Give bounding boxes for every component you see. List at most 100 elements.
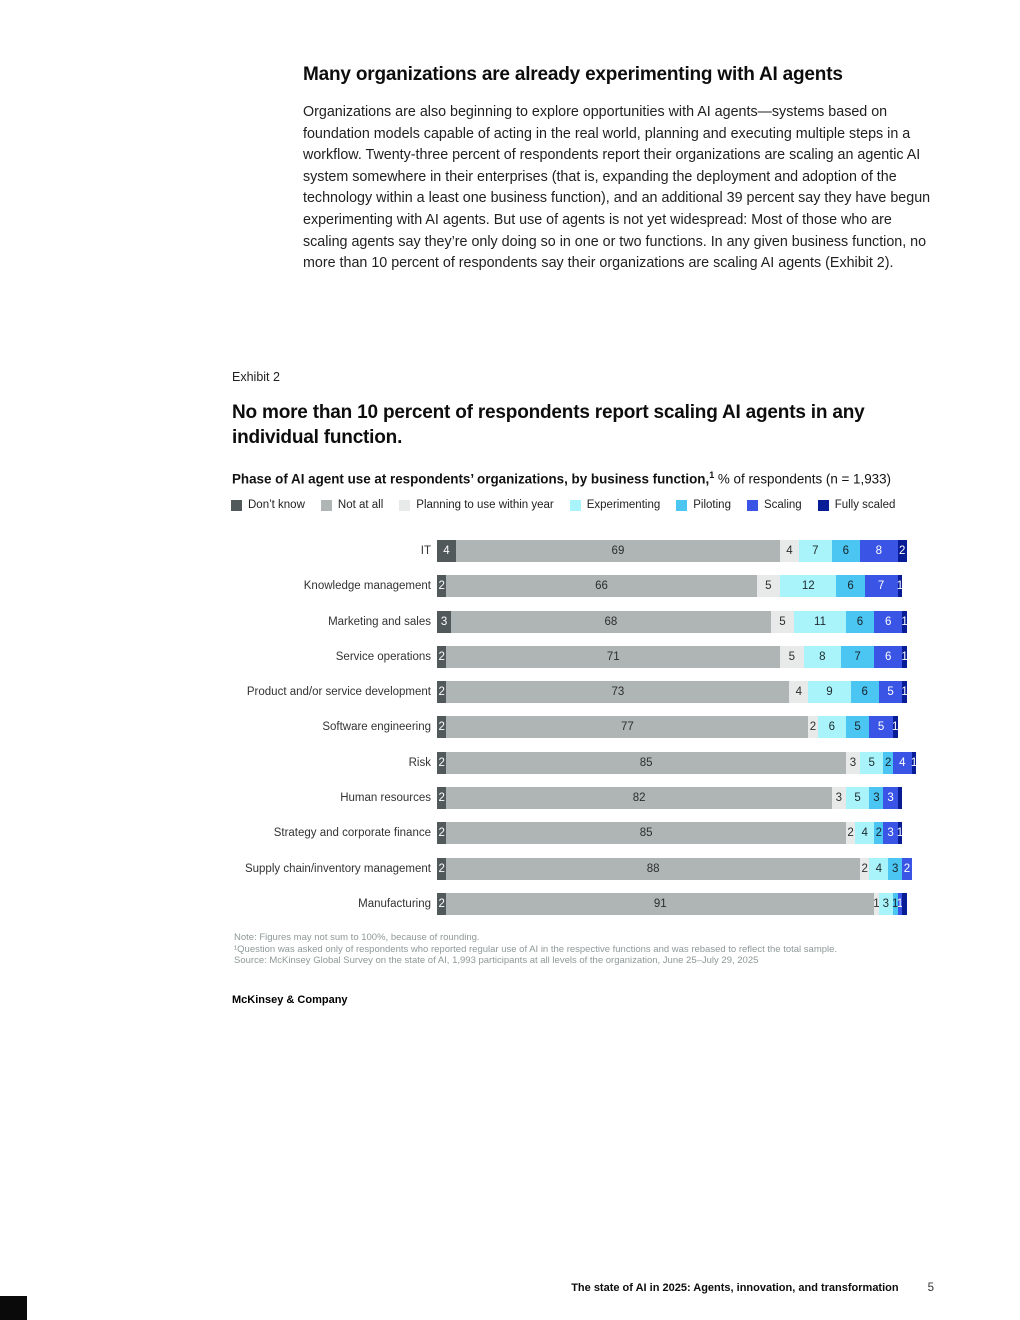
bar-segment-value: 2 <box>884 756 892 769</box>
bar-segment-value: 7 <box>877 580 885 593</box>
bar-segment-piloting: 1 <box>892 892 898 915</box>
bar-segment-piloting: 3 <box>888 857 903 880</box>
legend-label: Don’t know <box>248 499 305 511</box>
bar-segment-fully-scaled <box>897 787 903 810</box>
bar-segment-not-at-all: 71 <box>446 645 781 668</box>
bar-segment-scaling: 6 <box>874 610 903 633</box>
bar-segment-experimenting: 6 <box>817 716 846 739</box>
bar-segment-value: 5 <box>887 686 894 699</box>
category-label: Strategy and corporate finance <box>273 827 431 840</box>
bar-segment-value: 3 <box>887 792 894 805</box>
bar-segment-value: 3 <box>440 615 448 628</box>
bar-segment-value: 1 <box>901 650 908 663</box>
stacked-bar: 2 71 5 8 7 6 1 <box>437 645 908 668</box>
bar-segment-scaling: 3 <box>883 787 898 810</box>
stacked-bar: 2 85 3 5 2 4 1 <box>437 751 917 774</box>
legend-swatch-not-at-all <box>320 499 332 511</box>
chart-row: Risk 2 85 3 5 2 4 1 <box>232 751 917 774</box>
bar-segment-not-at-all: 85 <box>446 822 846 845</box>
bar-segment-scaling: 8 <box>859 540 898 562</box>
bar-segment-planning: 2 <box>859 857 870 880</box>
bar-segment-value: 88 <box>646 862 660 875</box>
bar-segment-dont-know: 2 <box>437 645 447 668</box>
bar-segment-piloting: 6 <box>836 575 865 598</box>
chart-notes: Note: Figures may not sum to 100%, becau… <box>234 932 934 967</box>
chart-row: Knowledge management 2 66 5 12 6 7 1 <box>232 575 916 598</box>
legend-item-fully-scaled: Fully scaled <box>817 499 895 511</box>
chart-legend: Don’t know Not at all Planning to use with… <box>231 499 931 511</box>
legend-label: Planning to use within year <box>416 499 554 511</box>
stacked-bar: 3 68 5 11 6 6 1 <box>437 610 908 633</box>
legend-item-piloting: Piloting <box>676 499 731 511</box>
bar-segment-planning: 5 <box>756 575 781 598</box>
bar-segment-value: 2 <box>438 827 445 840</box>
bar-segment-not-at-all: 82 <box>446 787 832 810</box>
bar-segment-fully-scaled: 1 <box>901 645 908 668</box>
bar-segment-value: 6 <box>828 721 835 734</box>
bar-segment-value: 5 <box>788 650 796 663</box>
chart-row: Service operations 2 71 5 8 7 6 1 <box>232 645 916 668</box>
bar-segment-experimenting: 9 <box>808 681 851 704</box>
bar-segment-fully-scaled: 1 <box>901 610 908 633</box>
bar-segment-dont-know: 3 <box>437 610 452 633</box>
bar-segment-value: 91 <box>653 897 667 910</box>
bar-segment-value: 5 <box>877 721 885 734</box>
legend-item-not-at-all: Not at all <box>320 499 384 511</box>
chart-row: Manufacturing 2 91 1 3 1 1 <box>232 892 916 915</box>
bar-segment-value: 4 <box>861 827 868 840</box>
stacked-bar: 2 88 2 4 3 2 <box>437 857 912 880</box>
bar-segment-fully-scaled: 1 <box>892 716 898 739</box>
chart-subtitle: Phase of AI agent use at respondents’ or… <box>232 470 932 486</box>
bar-segment-not-at-all: 73 <box>446 681 790 704</box>
legend-swatch-experimenting <box>569 499 581 511</box>
body-paragraph: Organizations are also beginning to expl… <box>303 104 931 272</box>
bar-segment-not-at-all: 66 <box>446 575 757 598</box>
bar-segment-dont-know: 2 <box>437 681 447 704</box>
bar-segment-value: 6 <box>861 686 868 699</box>
footer-report-title: The state of AI in 2025: Agents, innovat… <box>571 1282 899 1294</box>
category-label: Human resources <box>340 792 431 805</box>
bar-segment-scaling: 6 <box>874 645 903 668</box>
category-label: Supply chain/inventory management <box>244 862 431 875</box>
chart-row: Human resources 2 82 3 5 3 3 <box>232 787 916 810</box>
legend-label: Not at all <box>337 499 384 511</box>
bar-segment-value: 8 <box>875 545 882 557</box>
bar-segment-value: 77 <box>620 721 634 734</box>
bar-segment-value: 73 <box>611 686 625 699</box>
bar-segment-value: 3 <box>835 792 843 805</box>
bar-segment-value: 68 <box>604 615 618 628</box>
chart-row: Software engineering 2 77 2 6 5 5 1 <box>232 716 916 739</box>
category-label: Software engineering <box>322 721 431 734</box>
bar-segment-value: 11 <box>814 615 826 628</box>
bar-segment-value: 1 <box>901 686 908 699</box>
brand-logo: McKinsey & Company <box>232 994 348 1006</box>
bar-segment-value: 2 <box>438 862 445 875</box>
bar-segment-value: 85 <box>639 827 653 840</box>
category-label: IT <box>420 545 431 557</box>
legend-label: Scaling <box>763 499 802 511</box>
bar-segment-not-at-all: 69 <box>455 540 781 562</box>
bar-segment-value: 2 <box>861 862 868 875</box>
exhibit-label: Exhibit 2 <box>232 370 280 384</box>
note-footnote: ¹Question was asked only of respondents … <box>234 943 838 955</box>
bar-segment-value: 4 <box>875 862 882 875</box>
bar-segment-planning: 3 <box>845 751 860 774</box>
bar-segment-value: 5 <box>779 615 786 628</box>
bar-segment-value: 4 <box>786 545 793 557</box>
bar-segment-value: 2 <box>438 756 445 769</box>
bar-segment-planning: 3 <box>831 787 846 810</box>
bar-segment-value: 5 <box>868 756 875 769</box>
bar-segment-not-at-all: 88 <box>446 857 860 880</box>
bar-segment-planning: 2 <box>845 822 856 845</box>
chart-rows: IT 4 69 4 7 6 8 2 Knowledge management 2 66 5 12 6 7 1 M… <box>232 540 917 928</box>
legend-swatch-dont-know <box>231 499 242 511</box>
bar-segment-value: 2 <box>438 721 445 734</box>
bar-segment-value: 6 <box>884 650 892 663</box>
bar-segment-value: 1 <box>896 580 904 593</box>
bar-segment-experimenting: 3 <box>878 892 893 915</box>
bar-segment-scaling: 2 <box>902 857 912 880</box>
bar-segment-piloting: 2 <box>874 822 884 845</box>
bar-segment-experimenting: 7 <box>798 540 832 562</box>
bar-segment-experimenting: 4 <box>869 857 889 880</box>
